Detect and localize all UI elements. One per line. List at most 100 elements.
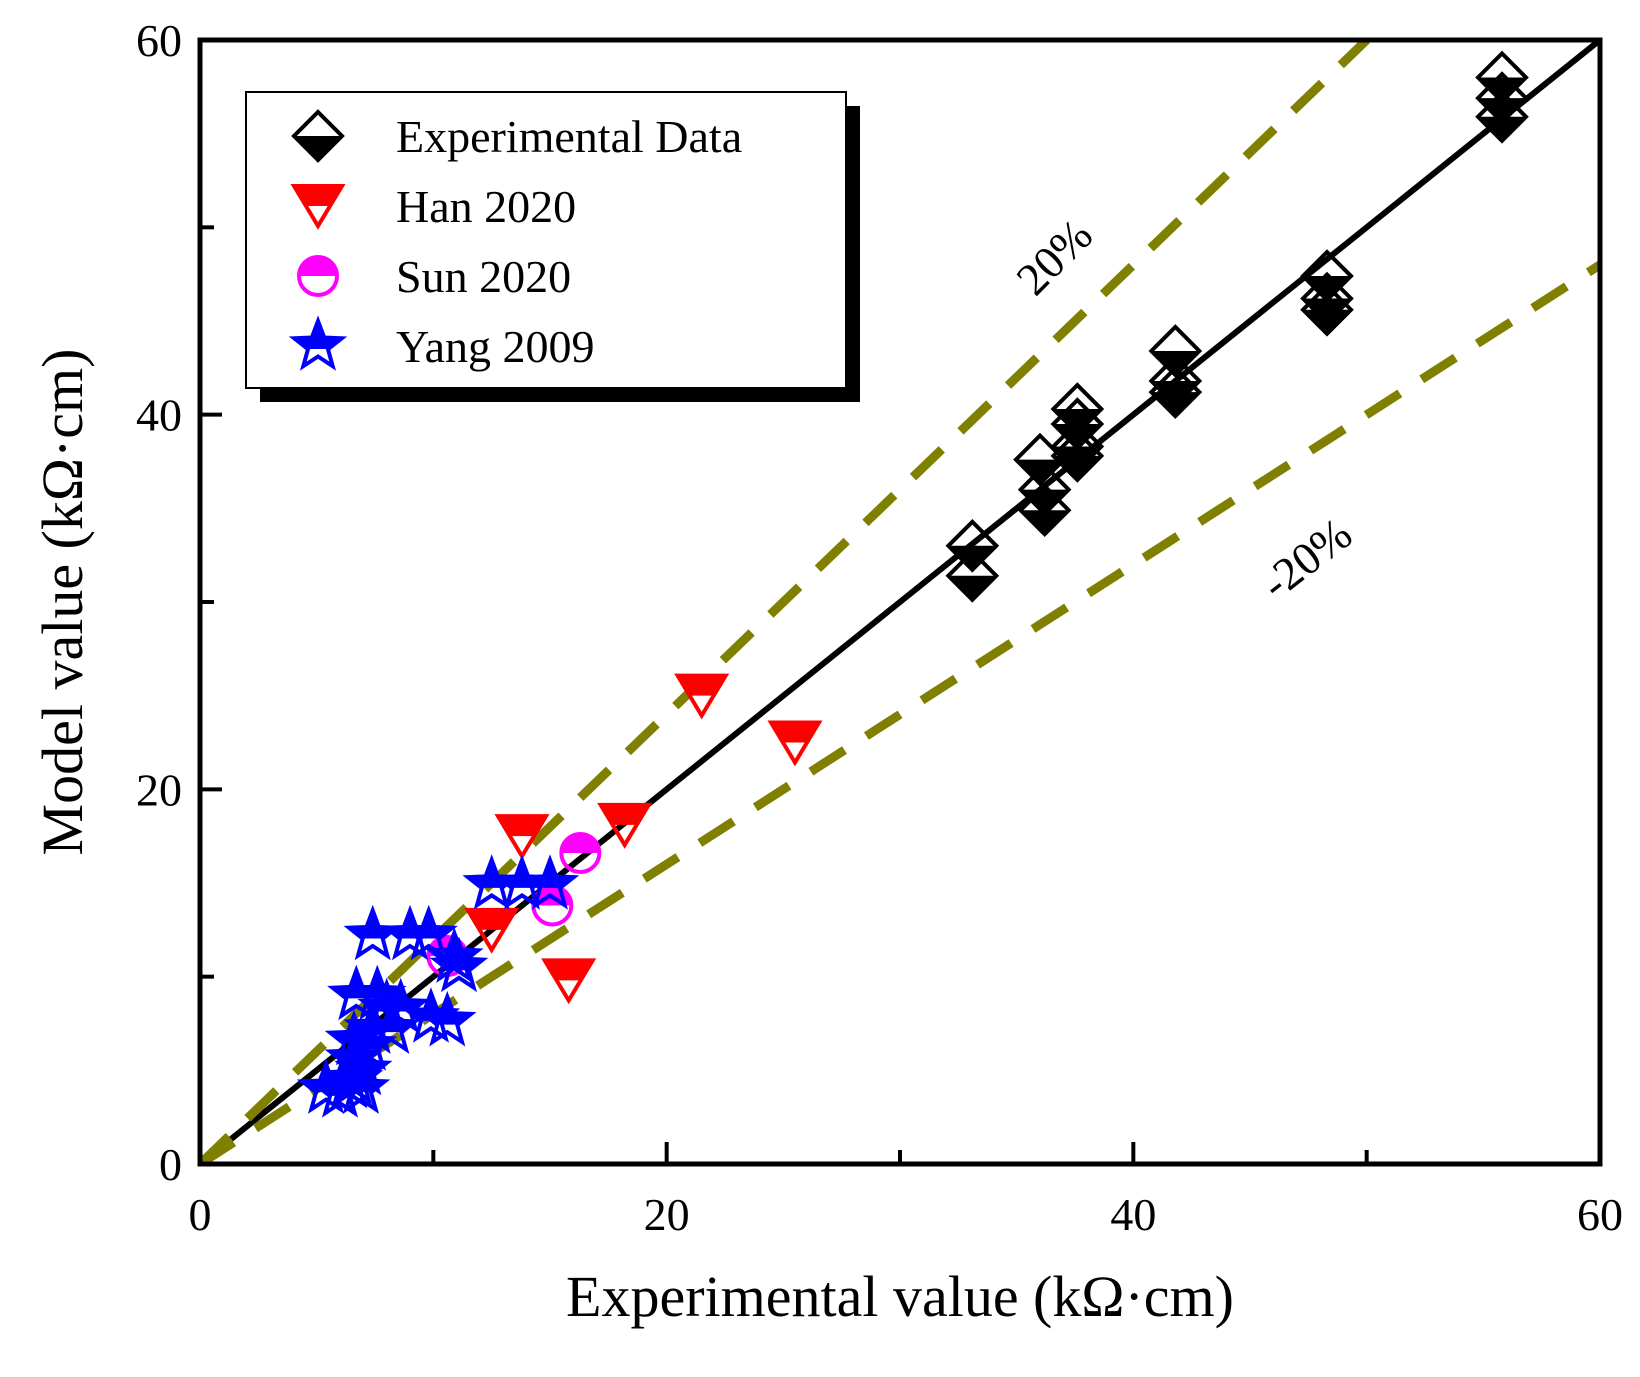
marker-fill [430,932,479,961]
point-1 [945,518,1000,573]
marker-fill [423,996,472,1025]
x-tick-label: 60 [1577,1189,1623,1240]
marker-fill [771,722,819,743]
marker-outline [297,255,339,297]
marker-outline [674,673,730,720]
legend-item: Sun 2020 [297,251,571,302]
marker-fill [435,942,483,971]
legend-label: Experimental Data [396,111,742,162]
marker-fill [294,136,342,160]
point-14 [418,990,477,1047]
x-tick-label: 0 [189,1189,212,1240]
annotation-2: -20% [1251,508,1361,610]
point-6 [541,958,597,1005]
annotation-1: 20% [1006,209,1102,305]
data-points [296,50,1529,1118]
point-5 [464,907,520,954]
marker-fill [526,859,574,888]
marker-outline [464,907,520,954]
marker-outline [559,832,602,875]
marker-outline [767,720,823,767]
y-axis-title: Model value (kΩ·cm) [30,349,95,856]
marker-outline [494,814,550,861]
marker-fill [294,186,342,206]
legend-marker [291,109,345,163]
marker-outline [1017,483,1072,538]
marker-fill [1053,455,1102,480]
point-8 [429,936,489,993]
point-9 [1050,429,1105,483]
legend-label: Yang 2009 [396,321,595,372]
marker-fill [376,983,425,1012]
series-han-2020 [464,673,823,1005]
legend-marker [290,184,346,230]
legend-item: Yang 2009 [288,315,595,372]
legend: Experimental Data Han 2020 Sun 2020 Yang 20… [245,91,860,402]
marker-fill [367,1004,416,1033]
marker-fill [498,816,546,837]
marker-fill [1053,424,1102,449]
x-axis-title: Experimental value (kΩ·cm) [566,1264,1234,1329]
legend-marker [297,255,339,297]
marker-fill [294,321,342,349]
legend-item: Experimental Data [291,109,742,163]
y-tick-label: 0 [159,1139,182,1190]
point-25 [331,1058,391,1114]
marker-fill [467,909,516,930]
reference-line-1 [200,40,1600,1164]
marker-outline [290,184,346,230]
marker-fill [677,675,726,696]
y-tick-label: 40 [136,390,182,441]
marker-fill [1303,309,1351,334]
legend-item: Han 2020 [290,181,576,232]
point-3 [597,802,653,849]
marker-outline [1300,282,1354,337]
point-3 [399,904,458,961]
point-18 [1475,89,1529,144]
y-tick-label: 60 [136,15,182,66]
marker-fill [948,575,997,600]
marker-fill [1151,350,1200,375]
marker-outline [1475,89,1529,144]
marker-fill [404,910,453,939]
point-12 [1148,365,1203,420]
marker-fill [1151,392,1200,417]
marker-outline [1148,365,1203,420]
marker-fill [544,960,593,981]
x-tick-label: 20 [644,1189,690,1240]
series-experimental-data [945,50,1529,603]
point-5 [1017,483,1072,538]
marker-fill [948,545,997,570]
y-tick-label: 20 [136,764,182,815]
point-10 [1148,324,1203,378]
legend-box [245,91,847,389]
point-1 [343,904,402,961]
point-1 [674,673,730,720]
marker-fill [348,910,397,939]
marker-fill [337,1064,385,1093]
marker-outline [331,1058,391,1114]
legend-label: Han 2020 [396,181,576,232]
marker-fill [1478,116,1526,141]
marker-outline [597,802,653,849]
series-yang-2009 [296,854,580,1118]
marker-outline [1050,429,1105,483]
reference-line-2 [200,40,1370,1164]
marker-outline [520,854,580,910]
marker-outline [1148,324,1203,378]
point-2 [767,720,823,767]
point-6 [520,854,580,910]
marker-outline [945,548,1000,603]
x-tick-label: 40 [1110,1189,1156,1240]
marker-fill [1020,510,1069,535]
axes: 0 20 40 60 0 20 40 60 [136,15,1623,1240]
marker-outline [541,958,597,1005]
marker-outline [291,109,345,163]
marker-fill [600,804,649,825]
legend-marker [288,315,348,371]
point-15 [1300,282,1354,337]
legend-label: Sun 2020 [396,251,571,302]
point-2 [945,548,1000,603]
